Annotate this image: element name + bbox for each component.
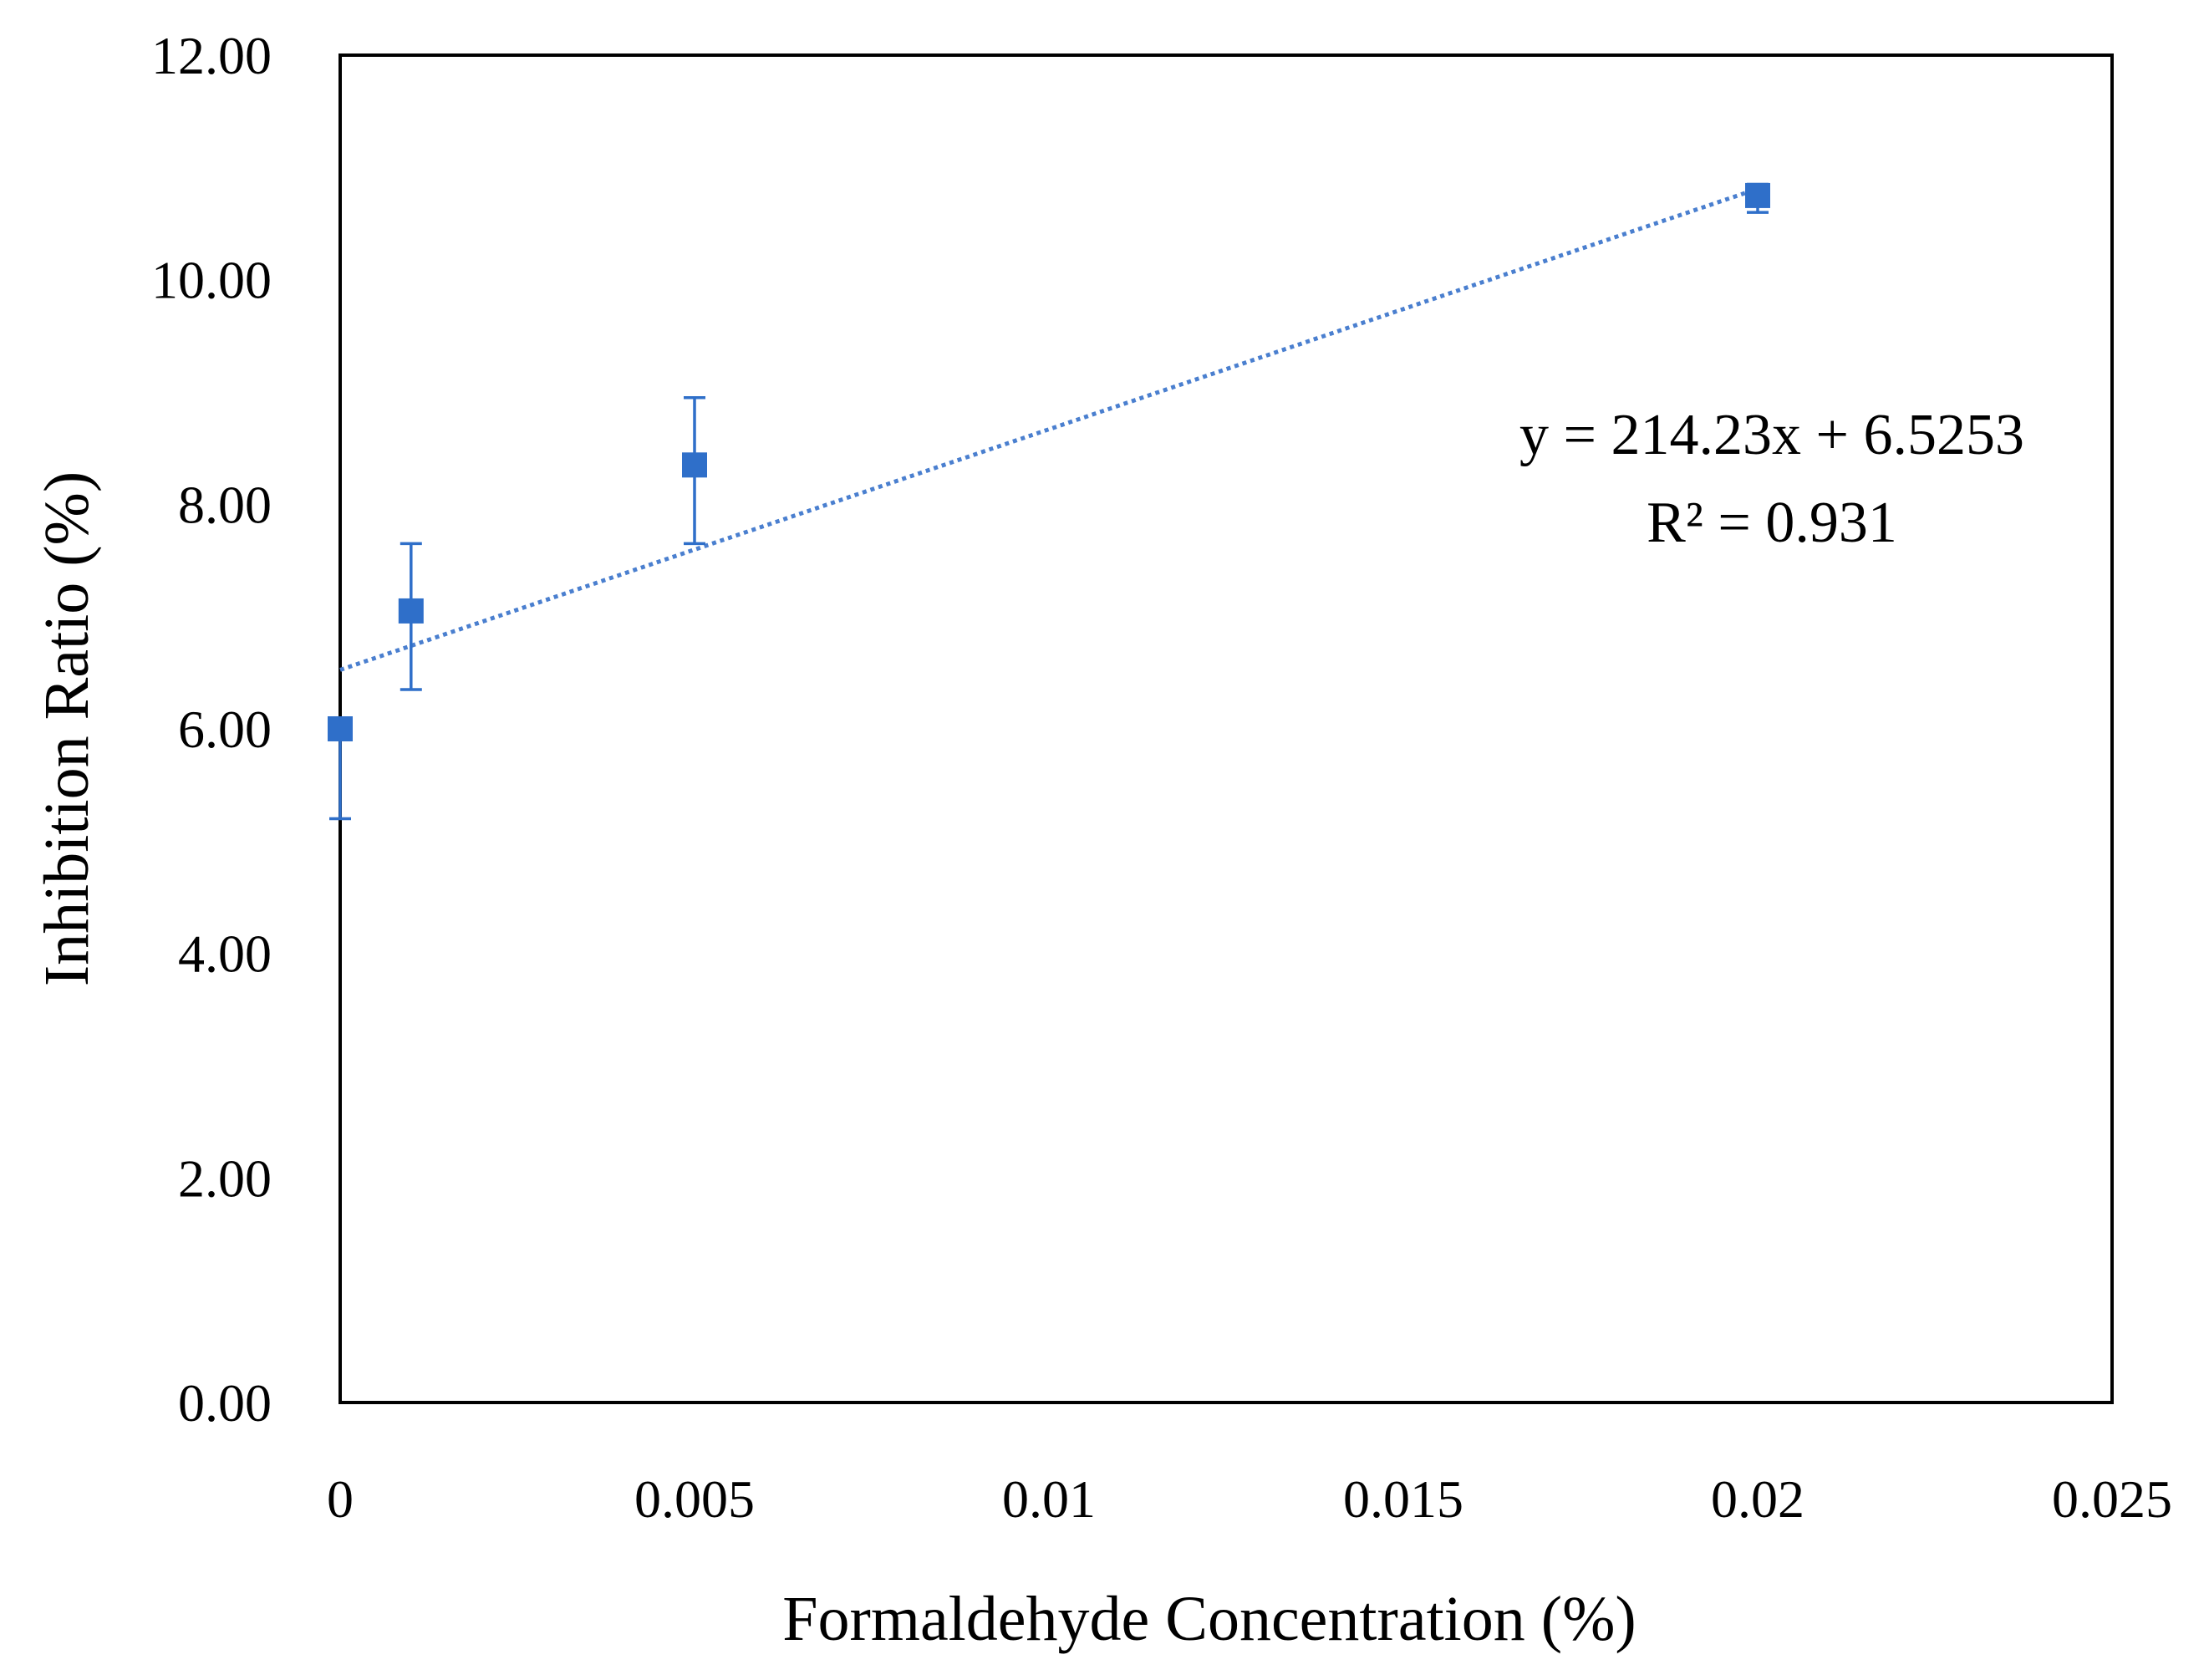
- y-tick-label: 8.00: [178, 475, 272, 534]
- plot-area-frame: [338, 53, 2114, 1404]
- y-axis-ticks: 0.00 2.00 4.00 6.00 8.00 10.00 12.00: [151, 26, 272, 1433]
- data-point: [398, 598, 424, 624]
- x-axis-title: Formaldehyde Concentration (%): [782, 1584, 1636, 1654]
- x-tick-label: 0.015: [1343, 1469, 1463, 1529]
- data-point: [682, 452, 707, 478]
- x-tick-label: 0.005: [634, 1469, 755, 1529]
- error-bar: [329, 727, 351, 821]
- y-tick-label: 2.00: [178, 1148, 272, 1208]
- x-tick-label: 0.01: [1002, 1469, 1096, 1529]
- y-tick-label: 4.00: [178, 924, 272, 984]
- y-tick-label: 12.00: [151, 26, 272, 85]
- x-tick-label: 0: [327, 1469, 354, 1529]
- y-tick-label: 0.00: [178, 1373, 272, 1433]
- data-point-layer: [328, 182, 1770, 741]
- x-tick-label: 0.025: [2052, 1469, 2172, 1529]
- trendline: [339, 186, 1759, 672]
- error-bar-layer: [329, 182, 1769, 821]
- data-point: [328, 716, 353, 741]
- r-squared-label: R² = 0.931: [1647, 491, 1897, 555]
- data-point: [1745, 182, 1770, 208]
- trendline-equation: y = 214.23x + 6.5253: [1519, 403, 2024, 467]
- y-tick-label: 6.00: [178, 700, 272, 759]
- y-axis-title: Inhibition Ratio (%): [32, 471, 102, 986]
- trendline-layer: [339, 186, 1759, 672]
- x-tick-label: 0.02: [1711, 1469, 1804, 1529]
- y-tick-label: 10.00: [151, 251, 272, 310]
- x-axis-ticks: 0 0.005 0.01 0.015 0.02 0.025: [327, 1469, 2172, 1529]
